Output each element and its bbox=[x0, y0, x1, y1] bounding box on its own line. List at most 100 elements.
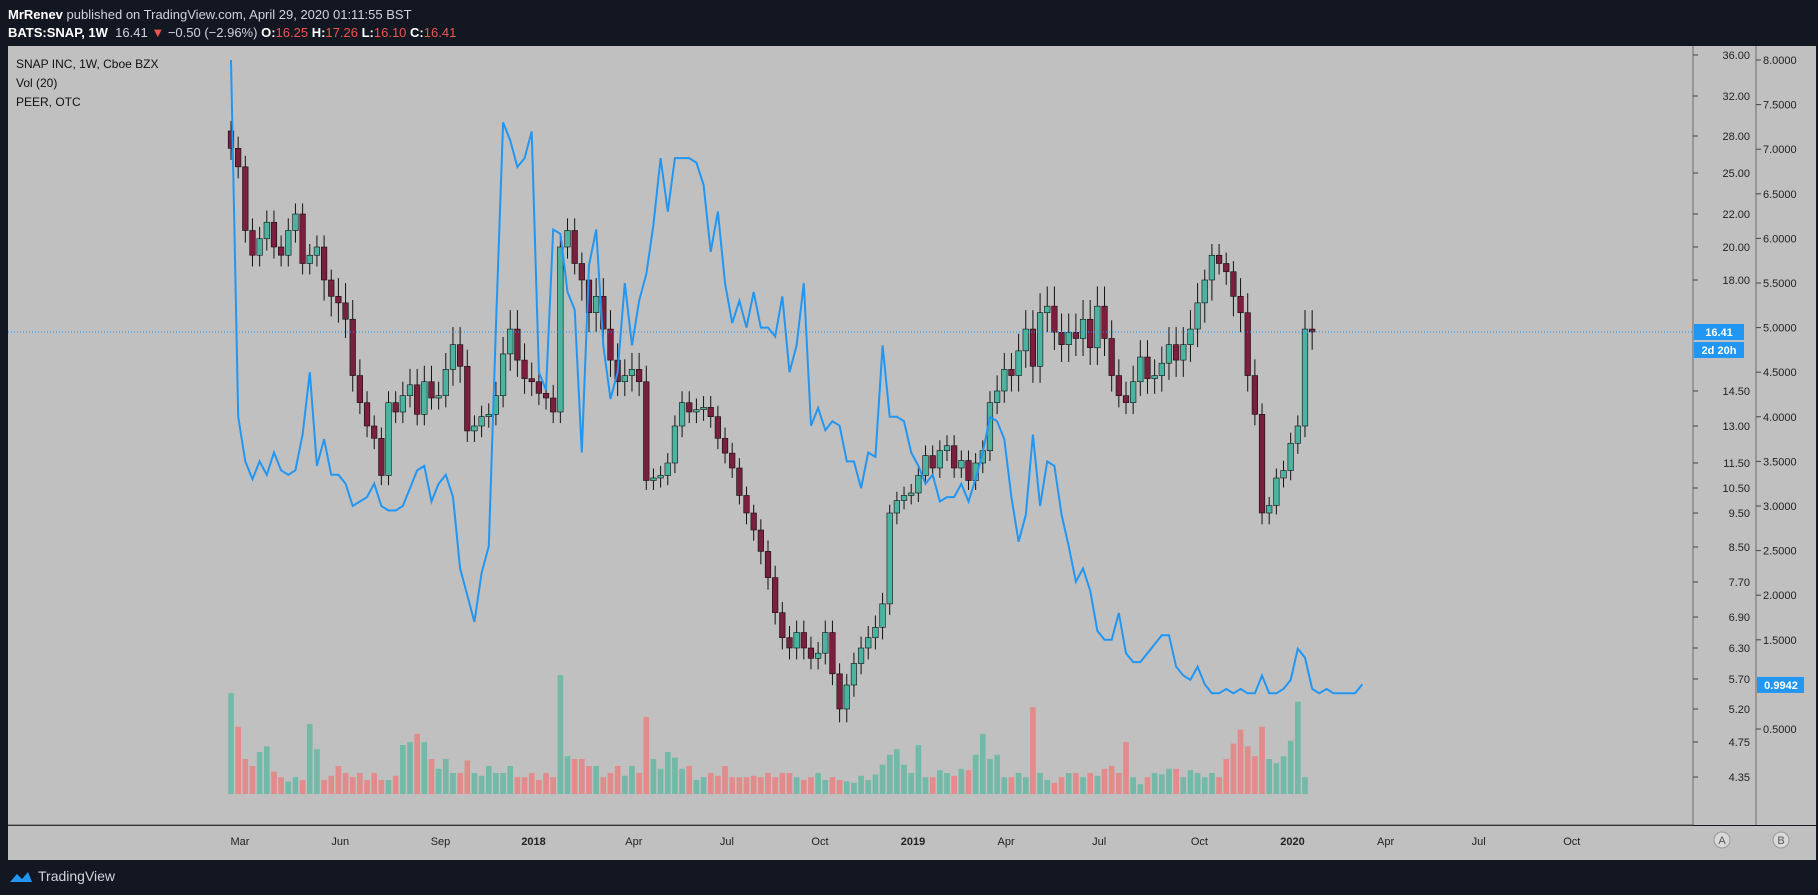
high-label: H: bbox=[311, 25, 326, 40]
volume-series bbox=[228, 675, 1308, 794]
high-value: 17.26 bbox=[325, 25, 358, 40]
candle bbox=[943, 445, 951, 451]
open-label: O: bbox=[261, 25, 276, 40]
publisher-name[interactable]: MrRenev bbox=[8, 7, 63, 22]
volume-bar bbox=[1287, 740, 1294, 794]
volume-bar bbox=[1144, 777, 1151, 794]
last-price: 16.41 bbox=[115, 25, 148, 40]
volume-bar bbox=[349, 777, 356, 794]
time-tick-label: 2020 bbox=[1280, 836, 1304, 848]
volume-bar bbox=[1173, 768, 1179, 794]
last-price-badge bbox=[1694, 324, 1744, 340]
peer-tick-label: 1.5000 bbox=[1763, 635, 1797, 647]
candle bbox=[385, 402, 392, 476]
candle bbox=[363, 402, 371, 427]
peer-last-badge-label: 0.9942 bbox=[1764, 680, 1798, 692]
symbol-label[interactable]: BATS:SNAP, 1W bbox=[8, 25, 108, 40]
candle bbox=[836, 673, 843, 710]
price-tick-label: 28.00 bbox=[1722, 131, 1750, 143]
legend-peer[interactable]: PEER, OTC bbox=[16, 95, 81, 109]
candle bbox=[356, 375, 363, 403]
candle bbox=[1058, 332, 1065, 345]
candle bbox=[1008, 369, 1015, 376]
volume-bar bbox=[1216, 777, 1222, 794]
candle bbox=[1122, 395, 1130, 403]
low-label: L: bbox=[361, 25, 374, 40]
volume-bar bbox=[521, 777, 528, 794]
volume-bar bbox=[944, 773, 950, 794]
candle bbox=[421, 381, 428, 415]
price-tick-label: 14.50 bbox=[1722, 386, 1750, 398]
price-chart[interactable]: 36.00 32.00 28.00 25.00 22.00 20.00 18.00 14.50… bbox=[0, 46, 1818, 860]
auto-scale-label: A bbox=[1718, 835, 1726, 847]
candle bbox=[1266, 505, 1273, 514]
peer-tick-label: 3.5000 bbox=[1763, 456, 1797, 468]
volume-bar bbox=[765, 773, 771, 794]
auto-scale-button[interactable] bbox=[1713, 831, 1731, 849]
candle bbox=[994, 390, 1001, 403]
price-tick-label: 11.50 bbox=[1723, 458, 1750, 470]
volume-bar bbox=[1051, 782, 1058, 794]
candle bbox=[442, 369, 449, 396]
volume-bar bbox=[335, 766, 342, 794]
time-tick-label: Oct bbox=[1191, 836, 1208, 848]
volume-bar bbox=[779, 773, 786, 794]
plot-area[interactable] bbox=[8, 46, 1693, 825]
price-tick-label: 7.70 bbox=[1729, 577, 1750, 589]
price-tick-label: 4.75 bbox=[1729, 737, 1750, 749]
price-axis-ticks: 36.00 32.00 28.00 25.00 22.00 20.00 18.00 14.50… bbox=[1693, 50, 1750, 784]
volume-bar bbox=[314, 749, 320, 794]
volume-bar bbox=[815, 773, 821, 794]
volume-bar bbox=[965, 770, 972, 794]
candle bbox=[242, 166, 249, 231]
volume-bar bbox=[1244, 746, 1251, 794]
volume-bar bbox=[536, 780, 542, 794]
time-tick-label: Mar bbox=[231, 836, 250, 848]
volume-bar bbox=[1116, 773, 1122, 794]
candle bbox=[607, 328, 614, 361]
volume-bar bbox=[443, 759, 449, 794]
volume-bar bbox=[808, 777, 814, 794]
price-change: −0.50 (−2.96%) bbox=[167, 25, 258, 40]
price-scale-area[interactable] bbox=[1693, 46, 1816, 825]
peer-tick-label: 8.0000 bbox=[1763, 55, 1797, 67]
volume-bar bbox=[435, 768, 442, 794]
legend-volume[interactable]: Vol (20) bbox=[16, 76, 57, 90]
candle bbox=[414, 384, 421, 415]
time-tick-label: Jul bbox=[1472, 836, 1486, 848]
volume-bar bbox=[299, 780, 306, 794]
time-tick-label: Apr bbox=[998, 836, 1015, 848]
price-tick-label: 22.00 bbox=[1722, 209, 1750, 221]
time-tick-label: Apr bbox=[1377, 836, 1394, 848]
volume-bar bbox=[450, 773, 456, 794]
candle bbox=[428, 381, 435, 399]
candle bbox=[464, 365, 471, 432]
volume-bar bbox=[1159, 774, 1165, 794]
time-axis[interactable] bbox=[8, 826, 1693, 860]
candle bbox=[1251, 375, 1258, 415]
candle bbox=[879, 603, 886, 628]
candle bbox=[729, 452, 736, 469]
peer-tick-label: 5.0000 bbox=[1763, 323, 1797, 335]
candle bbox=[664, 462, 671, 476]
volume-bar bbox=[1015, 773, 1022, 794]
volume-bar bbox=[328, 775, 335, 794]
candle bbox=[1029, 328, 1037, 367]
candle bbox=[1051, 305, 1058, 333]
volume-bar bbox=[564, 756, 571, 794]
candle bbox=[1036, 312, 1044, 367]
candle bbox=[507, 328, 514, 355]
legend-main[interactable]: SNAP INC, 1W, Cboe BZX bbox=[16, 57, 159, 71]
peer-tick-label: 0.5000 bbox=[1763, 724, 1797, 736]
candle bbox=[872, 627, 879, 638]
volume-bar bbox=[1151, 773, 1158, 794]
candle bbox=[822, 632, 829, 654]
candle bbox=[1223, 263, 1230, 273]
scale-button-b[interactable] bbox=[1772, 831, 1790, 849]
price-tick-label: 6.30 bbox=[1729, 643, 1750, 655]
time-tick-label: 2018 bbox=[521, 836, 545, 848]
volume-bar bbox=[679, 768, 685, 794]
volume-bar bbox=[1237, 729, 1244, 794]
brand-name[interactable]: TradingView bbox=[38, 868, 116, 884]
peer-tick-label: 4.0000 bbox=[1763, 412, 1797, 424]
